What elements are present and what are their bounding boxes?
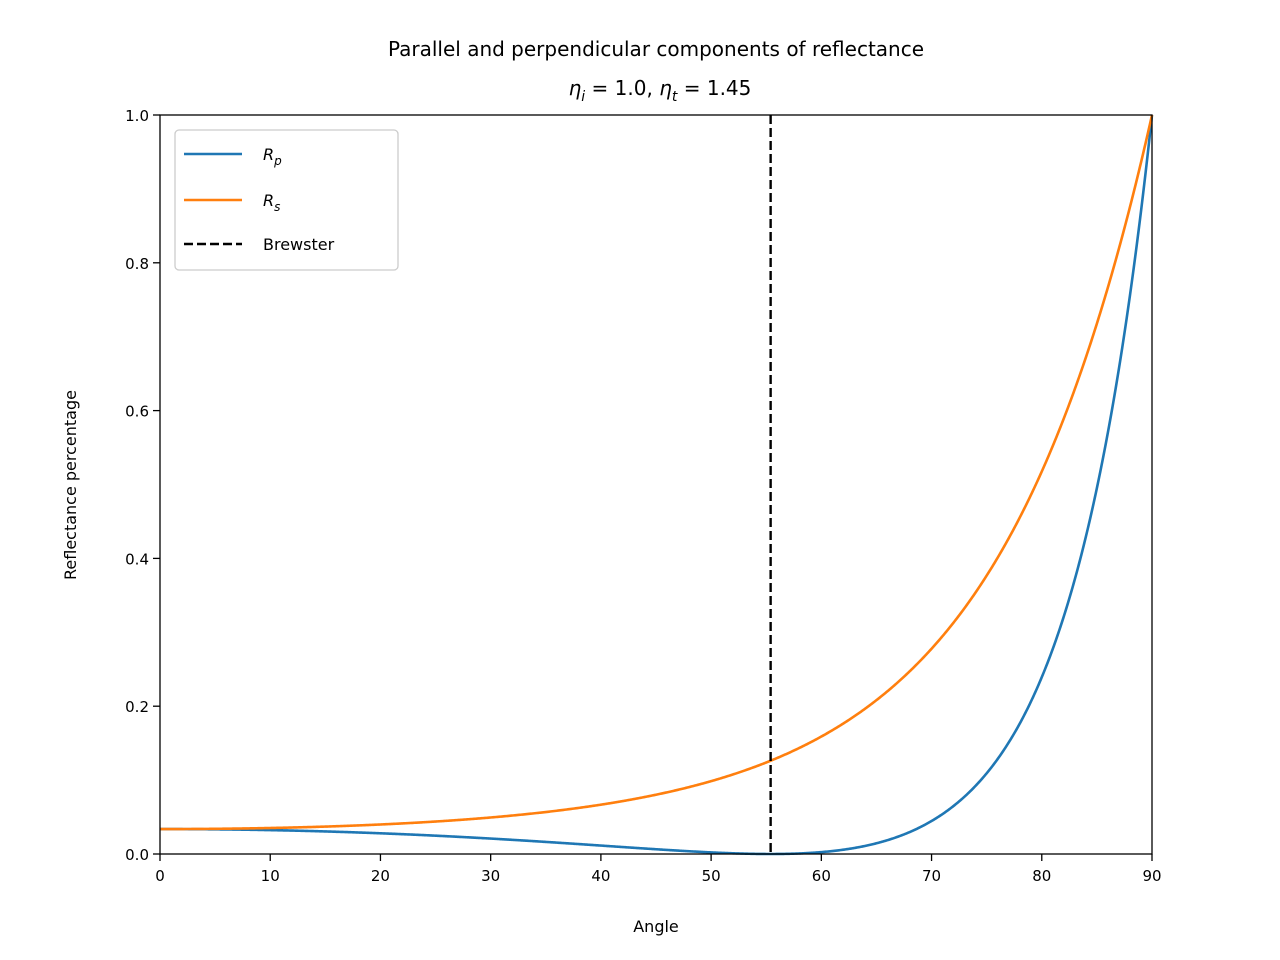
- legend-label-brewster: Brewster: [263, 235, 335, 254]
- y-tick-label: 0.4: [125, 550, 149, 568]
- y-tick-label: 0.2: [125, 698, 149, 716]
- y-axis-label: Reflectance percentage: [61, 390, 80, 580]
- x-tick-label: 40: [591, 867, 610, 885]
- x-tick-label: 60: [812, 867, 831, 885]
- x-tick-label: 0: [155, 867, 165, 885]
- x-ticks: 0 10 20 30 40 50 60 70 80 90: [155, 854, 1162, 885]
- plot-area: 0 10 20 30 40 50 60 70 80 90 0.0 0.2 0.4 0.6 0.8 1.0: [125, 107, 1161, 885]
- legend: Rp Rs Brewster: [174, 129, 399, 271]
- x-tick-label: 50: [702, 867, 721, 885]
- x-axis-label: Angle: [633, 917, 679, 936]
- axes-frame: [159, 114, 1153, 855]
- series-line-rp: [160, 114, 1154, 856]
- y-ticks: 0.0 0.2 0.4 0.6 0.8 1.0: [125, 107, 160, 864]
- chart-subtitle: ηi = 1.0, ηt = 1.45: [569, 76, 752, 105]
- x-tick-label: 70: [922, 867, 941, 885]
- series-line-rs: [160, 114, 1154, 831]
- legend-label-rp: Rp: [263, 145, 282, 168]
- x-tick-label: 10: [261, 867, 280, 885]
- x-tick-label: 20: [371, 867, 390, 885]
- y-tick-label: 0.8: [125, 255, 149, 273]
- y-tick-label: 1.0: [125, 107, 149, 125]
- chart-title: Parallel and perpendicular components of…: [388, 37, 924, 61]
- series-layer: [160, 114, 1154, 856]
- legend-box: [174, 129, 399, 271]
- x-tick-label: 80: [1032, 867, 1051, 885]
- legend-label-rs: Rs: [263, 191, 280, 214]
- x-tick-label: 30: [481, 867, 500, 885]
- x-tick-label: 90: [1142, 867, 1161, 885]
- y-tick-label: 0.6: [125, 403, 149, 421]
- y-tick-label: 0.0: [125, 846, 149, 864]
